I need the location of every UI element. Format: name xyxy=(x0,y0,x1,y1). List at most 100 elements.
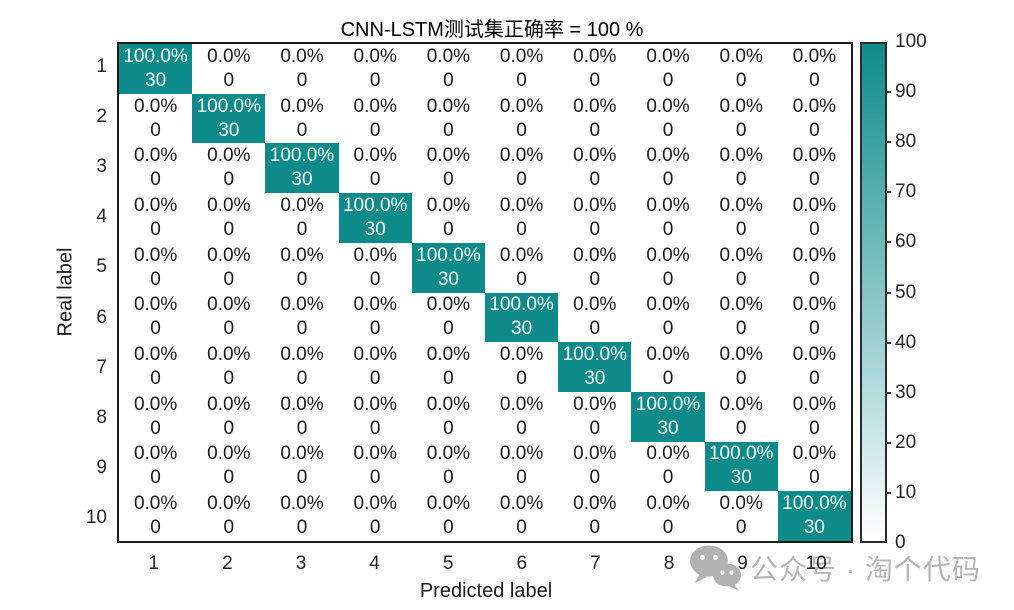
matrix-cell-r4c10: 0.0% 0 xyxy=(777,193,851,243)
cell-count: 0 xyxy=(662,169,674,191)
matrix-cell-r1c10: 0.0% 0 xyxy=(777,44,851,94)
cell-count: 0 xyxy=(150,417,161,439)
cell-percent: 100.0% xyxy=(708,443,774,465)
cell-percent: 0.0% xyxy=(646,244,690,266)
cell-count: 0 xyxy=(296,69,308,91)
matrix-cell-r10c3: 0.0% 0 xyxy=(265,491,339,541)
x-axis-label: Predicted label xyxy=(419,580,553,602)
cell-percent: 100.0% xyxy=(562,344,628,366)
matrix-cell-r3c10: 0.0% 0 xyxy=(777,143,851,194)
cell-percent: 100.0% xyxy=(782,493,847,515)
cell-percent: 0.0% xyxy=(426,95,471,117)
cell-count: 0 xyxy=(662,218,674,240)
matrix-cell-r6c10: 0.0% 0 xyxy=(777,292,851,343)
matrix-cell-r7c4: 0.0% 0 xyxy=(338,342,412,392)
cell-count: 0 xyxy=(516,169,527,191)
cell-percent: 0.0% xyxy=(207,393,251,415)
matrix-cell-r9c10: 0.0% 0 xyxy=(777,441,851,492)
cell-count: 0 xyxy=(516,69,527,91)
cell-count: 0 xyxy=(150,169,161,191)
cell-percent: 0.0% xyxy=(133,493,178,515)
matrix-cell-r7c2: 0.0% 0 xyxy=(192,342,266,392)
y-tick-3: 3 xyxy=(96,156,107,178)
cell-percent: 0.0% xyxy=(792,443,837,465)
cell-count: 0 xyxy=(369,69,381,91)
matrix-cell-r8c7: 0.0% 0 xyxy=(558,391,632,442)
matrix-cell-r5c8: 0.0% 0 xyxy=(631,242,705,293)
matrix-cell-r2c10: 0.0% 0 xyxy=(777,93,851,144)
cell-percent: 0.0% xyxy=(207,145,251,167)
matrix-cell-r1c3: 0.0% 0 xyxy=(265,44,339,94)
matrix-cell-r2c7: 0.0% 0 xyxy=(558,93,632,144)
matrix-cell-r7c9: 0.0% 0 xyxy=(704,342,778,392)
cell-count: 0 xyxy=(662,268,674,290)
y-tick-5: 5 xyxy=(96,256,107,278)
colorbar xyxy=(860,42,887,543)
matrix-cell-r10c4: 0.0% 0 xyxy=(338,491,412,541)
cell-percent: 0.0% xyxy=(353,294,397,316)
cell-count: 0 xyxy=(735,218,747,240)
cell-percent: 0.0% xyxy=(499,443,544,465)
cell-percent: 0.0% xyxy=(792,45,837,67)
cell-percent: 0.0% xyxy=(719,145,763,167)
y-tick-6: 6 xyxy=(96,306,107,328)
matrix-cell-r10c9: 0.0% 0 xyxy=(704,491,778,541)
cell-count: 0 xyxy=(369,467,381,489)
wechat-icon xyxy=(690,545,741,591)
cell-count: 0 xyxy=(662,467,674,489)
cell-count: 0 xyxy=(443,467,454,489)
cell-count: 0 xyxy=(223,368,235,390)
cell-count: 0 xyxy=(296,119,308,141)
cell-count: 0 xyxy=(150,517,161,539)
matrix-cell-r2c4: 0.0% 0 xyxy=(338,93,412,144)
cell-count: 0 xyxy=(443,318,454,340)
cell-count: 0 xyxy=(589,218,601,240)
cell-count: 0 xyxy=(443,517,454,539)
colorbar-label-50: 50 xyxy=(895,281,917,303)
matrix-cell-r2c2: 100.0% 30 xyxy=(192,93,266,144)
cell-count: 0 xyxy=(223,318,235,340)
cell-count: 0 xyxy=(662,517,674,539)
matrix-cell-r10c7: 0.0% 0 xyxy=(558,491,632,541)
matrix-cell-r5c10: 0.0% 0 xyxy=(777,242,851,293)
cell-percent: 0.0% xyxy=(573,95,617,117)
cell-percent: 0.0% xyxy=(207,294,251,316)
cell-percent: 0.0% xyxy=(207,344,251,366)
colorbar-label-100: 100 xyxy=(895,31,927,52)
matrix-cell-r8c1: 0.0% 0 xyxy=(119,391,193,442)
cell-percent: 0.0% xyxy=(573,244,617,266)
matrix-cell-r10c5: 0.0% 0 xyxy=(411,491,485,541)
matrix-cell-r4c9: 0.0% 0 xyxy=(704,193,778,243)
matrix-cell-r10c1: 0.0% 0 xyxy=(119,491,193,541)
cell-percent: 0.0% xyxy=(499,493,544,515)
matrix-cell-r9c4: 0.0% 0 xyxy=(338,441,412,492)
cell-count: 0 xyxy=(443,417,454,439)
cell-count: 0 xyxy=(809,119,820,141)
colorbar-tick-10 xyxy=(885,491,891,494)
matrix-cell-r5c7: 0.0% 0 xyxy=(558,242,632,293)
colorbar-tick-30 xyxy=(885,391,891,394)
y-tick-8: 8 xyxy=(96,406,107,428)
cell-percent: 0.0% xyxy=(573,443,617,465)
cell-percent: 0.0% xyxy=(133,145,178,167)
matrix-cell-r1c5: 0.0% 0 xyxy=(411,44,485,94)
matrix-cell-r8c3: 0.0% 0 xyxy=(265,391,339,442)
cell-count: 0 xyxy=(809,417,820,439)
cell-percent: 0.0% xyxy=(426,194,471,216)
y-tick-9: 9 xyxy=(96,456,107,478)
matrix-cell-r7c6: 0.0% 0 xyxy=(484,342,559,392)
matrix-cell-r7c1: 0.0% 0 xyxy=(119,342,193,392)
cell-count: 0 xyxy=(223,169,235,191)
cell-percent: 0.0% xyxy=(719,95,763,117)
y-tick-7: 7 xyxy=(96,356,107,378)
cell-percent: 0.0% xyxy=(573,393,617,415)
cell-percent: 0.0% xyxy=(792,393,837,415)
x-tick-1: 1 xyxy=(148,553,160,574)
cell-percent: 0.0% xyxy=(353,493,397,515)
cell-percent: 0.0% xyxy=(573,145,617,167)
x-tick-9: 9 xyxy=(737,553,748,574)
cell-count: 0 xyxy=(662,69,674,91)
y-tick-2: 2 xyxy=(96,106,107,128)
matrix-cell-r1c9: 0.0% 0 xyxy=(704,44,778,94)
cell-percent: 0.0% xyxy=(719,294,763,316)
